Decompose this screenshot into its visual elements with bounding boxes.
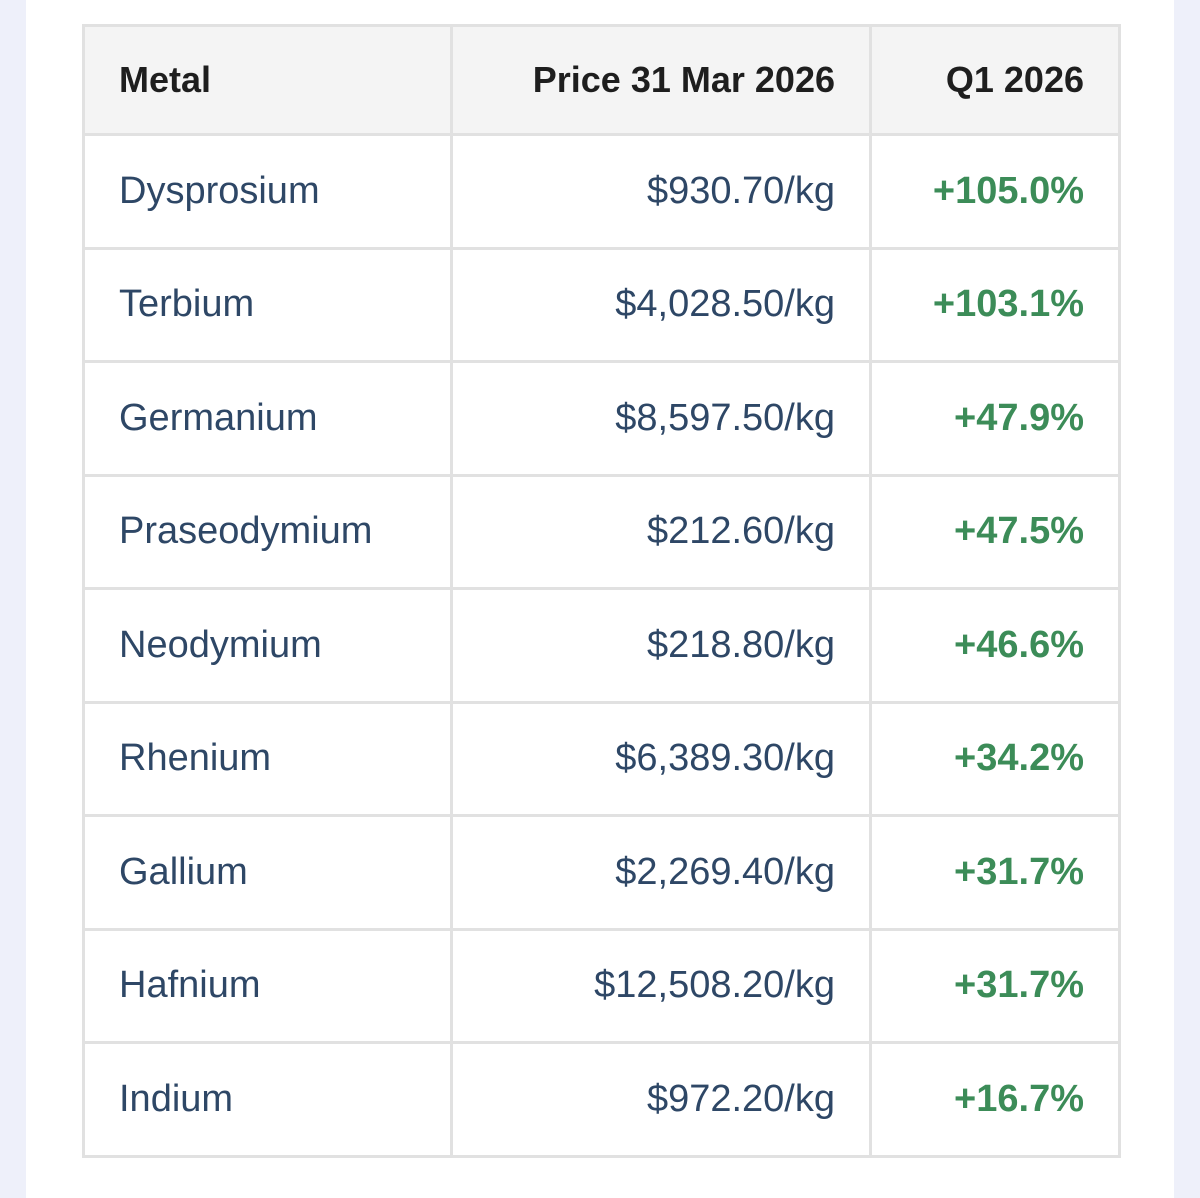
table-row: Terbium $4,028.50/kg +103.1% — [82, 246, 1121, 363]
metal-name-cell: Praseodymium — [82, 473, 453, 590]
price-cell: $930.70/kg — [450, 133, 872, 250]
change-cell: +16.7% — [869, 1041, 1121, 1158]
table-row: Rhenium $6,389.30/kg +34.2% — [82, 700, 1121, 817]
change-cell: +31.7% — [869, 814, 1121, 931]
price-cell: $12,508.20/kg — [450, 927, 872, 1044]
change-cell: +103.1% — [869, 246, 1121, 363]
metal-name-cell: Terbium — [82, 246, 453, 363]
table-row: Indium $972.20/kg +16.7% — [82, 1041, 1121, 1158]
table-row: Gallium $2,269.40/kg +31.7% — [82, 814, 1121, 931]
price-cell: $972.20/kg — [450, 1041, 872, 1158]
change-cell: +47.5% — [869, 473, 1121, 590]
table-row: Praseodymium $212.60/kg +47.5% — [82, 473, 1121, 590]
change-cell: +105.0% — [869, 133, 1121, 250]
price-cell: $2,269.40/kg — [450, 814, 872, 931]
change-cell: +31.7% — [869, 927, 1121, 1044]
change-cell: +47.9% — [869, 360, 1121, 477]
metal-name-cell: Indium — [82, 1041, 453, 1158]
metal-name-cell: Rhenium — [82, 700, 453, 817]
price-cell: $212.60/kg — [450, 473, 872, 590]
change-cell: +46.6% — [869, 587, 1121, 704]
price-cell: $4,028.50/kg — [450, 246, 872, 363]
metal-name-cell: Hafnium — [82, 927, 453, 1044]
column-header-change[interactable]: Q1 2026 — [869, 24, 1121, 136]
metal-name-cell: Gallium — [82, 814, 453, 931]
table-header-row: Metal Price 31 Mar 2026 Q1 2026 — [82, 24, 1121, 136]
metal-price-table: Metal Price 31 Mar 2026 Q1 2026 Dysprosi… — [82, 24, 1121, 1158]
price-cell: $218.80/kg — [450, 587, 872, 704]
table-row: Dysprosium $930.70/kg +105.0% — [82, 133, 1121, 250]
metal-name-cell: Neodymium — [82, 587, 453, 704]
table-row: Hafnium $12,508.20/kg +31.7% — [82, 927, 1121, 1044]
table-row: Neodymium $218.80/kg +46.6% — [82, 587, 1121, 704]
price-cell: $6,389.30/kg — [450, 700, 872, 817]
table-row: Germanium $8,597.50/kg +47.9% — [82, 360, 1121, 477]
metal-name-cell: Dysprosium — [82, 133, 453, 250]
change-cell: +34.2% — [869, 700, 1121, 817]
column-header-metal[interactable]: Metal — [82, 24, 453, 136]
column-header-price[interactable]: Price 31 Mar 2026 — [450, 24, 872, 136]
metal-name-cell: Germanium — [82, 360, 453, 477]
price-cell: $8,597.50/kg — [450, 360, 872, 477]
